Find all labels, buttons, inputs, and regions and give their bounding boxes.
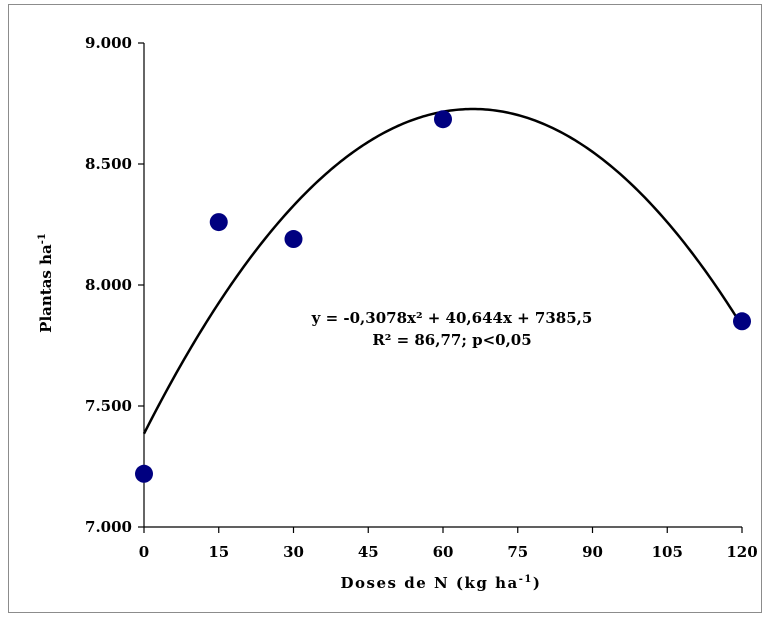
y-tick-label: 9.000 [85, 34, 132, 52]
data-point [434, 110, 452, 129]
x-tick-label: 0 [139, 543, 149, 561]
chart-frame [8, 4, 762, 613]
y-axis-title-superscript: -1 [37, 233, 48, 244]
y-axis-title: Plantas ha-1 [37, 233, 55, 333]
x-tick-label: 45 [358, 543, 379, 561]
x-tick-label: 15 [208, 543, 229, 561]
x-ticks: 0 15 30 45 60 75 90 105 120 [139, 527, 758, 561]
x-tick-label: 75 [507, 543, 528, 561]
data-point [284, 230, 303, 249]
y-tick-label: 8.500 [85, 155, 132, 173]
x-tick-label: 30 [283, 543, 304, 561]
x-axis-title-superscript: -1 [519, 574, 533, 585]
data-point [209, 213, 228, 232]
data-points [135, 110, 751, 483]
data-point [135, 464, 153, 483]
x-axis-title: Doses de N (kg ha-1) [341, 574, 542, 592]
x-axis-title-text: Doses de N (kg ha [341, 574, 519, 592]
x-tick-label: 120 [726, 543, 757, 561]
x-tick-label: 105 [652, 543, 683, 561]
fit-curve [142, 107, 744, 435]
y-ticks: 7.000 7.500 8.000 8.500 9.000 [85, 34, 144, 536]
y-tick-label: 8.000 [85, 276, 132, 294]
equation-label: y = -0,3078x² + 40,644x + 7385,5 [311, 309, 593, 327]
y-axis-title-text: Plantas ha [37, 244, 55, 333]
r-squared-label: R² = 86,77; p<0,05 [372, 331, 531, 349]
x-tick-label: 60 [433, 543, 454, 561]
data-point [733, 312, 751, 331]
x-axis-title-suffix: ) [533, 574, 542, 592]
y-tick-label: 7.000 [85, 518, 132, 536]
x-tick-label: 90 [582, 543, 603, 561]
y-tick-label: 7.500 [85, 397, 132, 415]
